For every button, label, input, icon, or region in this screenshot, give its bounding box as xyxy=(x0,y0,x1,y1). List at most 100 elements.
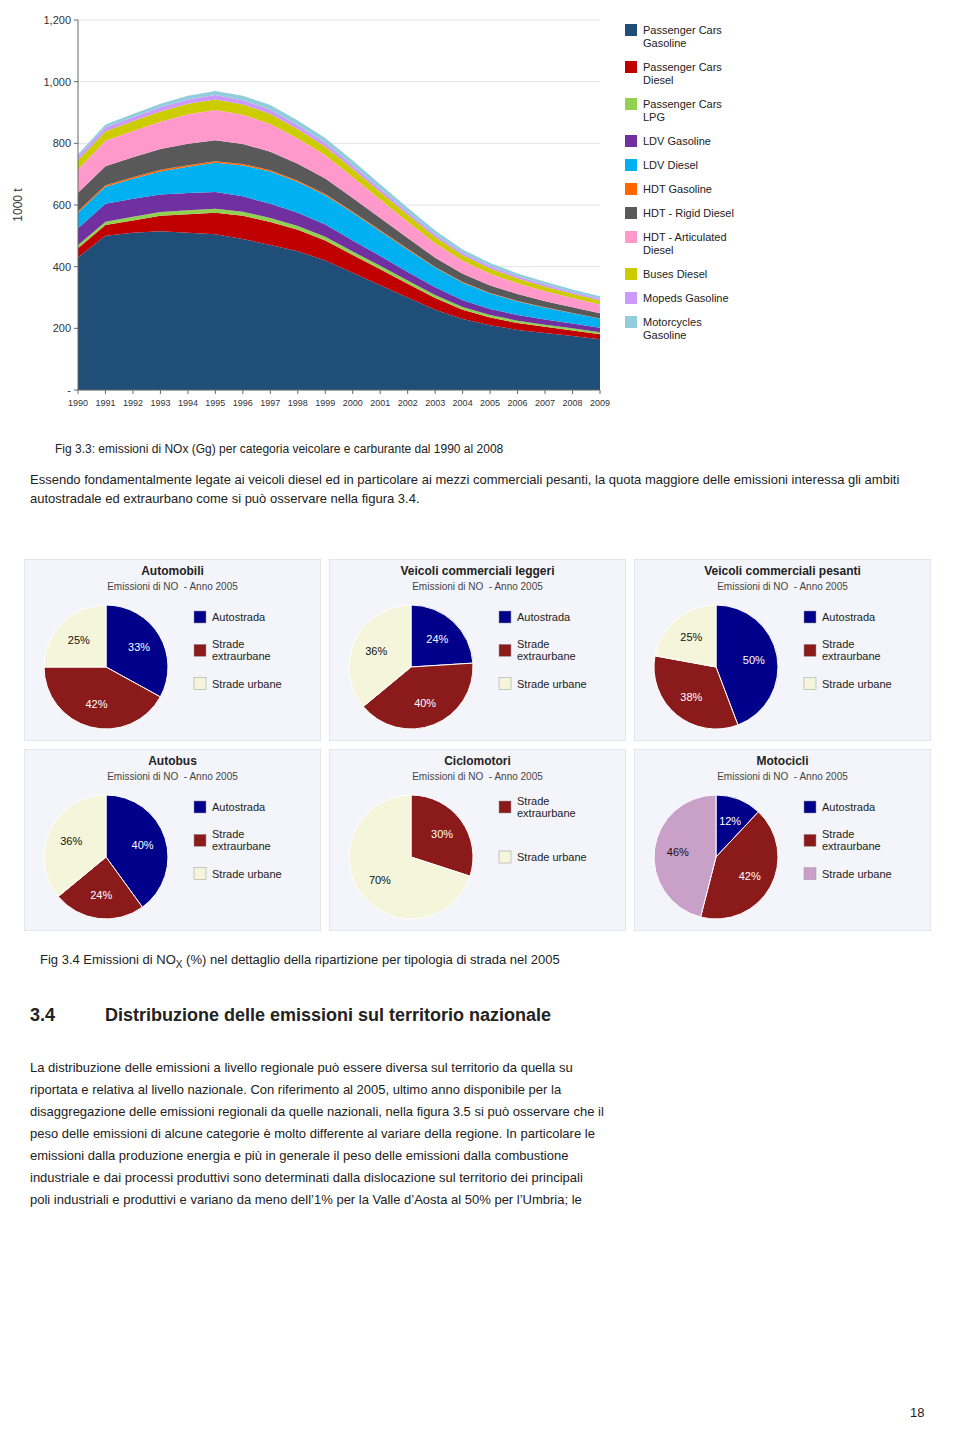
y-tick xyxy=(74,266,78,267)
pie-slice xyxy=(44,605,106,667)
x-tick-label: 2007 xyxy=(535,398,555,408)
legend-swatch xyxy=(499,801,511,813)
legend-swatch xyxy=(499,644,511,656)
pie-slice xyxy=(654,795,716,917)
caption-text: Fig 3.4 Emissioni di NO xyxy=(40,952,176,967)
pie-slice xyxy=(349,605,411,707)
pie-subtitle: Emissioni di NO - Anno 2005 xyxy=(412,771,543,782)
data-label: 70% xyxy=(369,874,391,886)
legend-label: Passenger CarsGasoline xyxy=(643,24,722,49)
text-line: Strade xyxy=(212,638,244,650)
x-tick xyxy=(407,390,408,394)
x-tick-label: 1996 xyxy=(233,398,253,408)
legend-label: HDT - Rigid Diesel xyxy=(643,207,734,219)
slice-labels: 40%24%36% xyxy=(60,835,154,902)
body-line: emissioni dalla produzione energia e più… xyxy=(30,1148,568,1163)
x-axis xyxy=(78,390,600,391)
x-tick xyxy=(325,390,326,394)
pie-slice xyxy=(654,656,738,729)
x-tick-label: 2008 xyxy=(563,398,583,408)
legend-swatch xyxy=(804,644,816,656)
legend-label: Strade urbane xyxy=(822,678,892,690)
pie-title: Ciclomotori xyxy=(444,754,511,768)
legend-label: HDT - ArticulatedDiesel xyxy=(643,231,727,256)
data-label: 12% xyxy=(719,815,741,827)
grid-line xyxy=(78,81,600,82)
body-line: riportata e relativa al livello nazional… xyxy=(30,1082,561,1097)
x-tick-label: 2006 xyxy=(508,398,528,408)
x-tick-label: 2001 xyxy=(370,398,390,408)
x-tick-label: 2000 xyxy=(343,398,363,408)
body-line: peso delle emissioni di alcune categorie… xyxy=(30,1126,595,1141)
y-tick-label: 800 xyxy=(53,137,71,149)
y-tick-label: 1,200 xyxy=(43,14,71,26)
body-line: poli industriali e produttivi e variano … xyxy=(30,1192,582,1207)
text-line: Diesel xyxy=(643,74,674,86)
caption-text: (%) nel dettaglio della ripartizione per… xyxy=(183,952,560,967)
y-tick xyxy=(74,143,78,144)
text-line: Gasoline xyxy=(643,329,686,341)
pie-chart: AutobusEmissioni di NO - Anno 200540%24%… xyxy=(24,749,321,931)
data-label: 24% xyxy=(426,633,448,645)
legend-swatch xyxy=(194,868,206,880)
legend-label: Autostrada xyxy=(822,801,876,813)
legend-label: Strade urbane xyxy=(517,678,587,690)
text-line: Passenger Cars xyxy=(643,24,722,36)
pie-chart: MotocicliEmissioni di NO - Anno 200512%4… xyxy=(634,749,931,931)
pie-slice xyxy=(349,795,470,919)
legend-swatch xyxy=(625,292,637,304)
section-title: Distribuzione delle emissioni sul territ… xyxy=(105,1005,551,1026)
body-line: industriale e dai processi produttivi so… xyxy=(30,1170,583,1185)
area-chart: -2004006008001,0001,20019901991199219931… xyxy=(0,0,960,432)
text-line: Strade xyxy=(517,638,549,650)
y-axis-label: 1000 t xyxy=(11,188,25,222)
caption-subscript: X xyxy=(176,959,183,970)
legend-label: LDV Diesel xyxy=(643,159,698,171)
legend-label: Mopeds Gasoline xyxy=(643,292,729,304)
legend-label: Passenger CarsDiesel xyxy=(643,61,722,86)
pie-subtitle: Emissioni di NO - Anno 2005 xyxy=(717,771,848,782)
legend-label: LDV Gasoline xyxy=(643,135,711,147)
data-label: 42% xyxy=(85,698,107,710)
legend-label: Strade urbane xyxy=(517,851,587,863)
area xyxy=(78,91,600,299)
x-tick-label: 2009 xyxy=(590,398,610,408)
text-line: Strade xyxy=(822,828,854,840)
x-tick-label: 1991 xyxy=(95,398,115,408)
legend-swatch xyxy=(625,316,637,328)
legend-label: Strade urbane xyxy=(212,678,282,690)
legend-swatch xyxy=(804,678,816,690)
data-label: 25% xyxy=(68,634,90,646)
slice-labels: 24%40%36% xyxy=(365,633,448,709)
figure-caption: Fig 3.3: emissioni di NOx (Gg) per categ… xyxy=(55,442,503,456)
x-tick xyxy=(187,390,188,394)
text-line: Gasoline xyxy=(643,37,686,49)
x-tick-label: 1990 xyxy=(68,398,88,408)
pie-panel xyxy=(24,559,321,741)
legend-label: Stradeextraurbane xyxy=(517,795,576,819)
legend-swatch xyxy=(804,834,816,846)
legend-label: Stradeextraurbane xyxy=(517,638,576,662)
area xyxy=(78,95,600,301)
legend-label: Buses Diesel xyxy=(643,268,707,280)
areas xyxy=(78,91,600,390)
slices xyxy=(44,605,168,729)
area xyxy=(78,100,600,305)
legend: AutostradaStradeextraurbaneStrade urbane xyxy=(194,801,282,880)
section-number: 3.4 xyxy=(30,1005,55,1026)
data-label: 25% xyxy=(680,631,702,643)
legend-label: Autostrada xyxy=(212,611,266,623)
legend-swatch xyxy=(499,851,511,863)
data-label: 38% xyxy=(680,691,702,703)
legend-label: HDT Gasoline xyxy=(643,183,712,195)
grid-line xyxy=(78,20,600,21)
legend-label: Strade urbane xyxy=(822,868,892,880)
legend-swatch xyxy=(625,231,637,243)
legend-swatch xyxy=(194,644,206,656)
text-line: extraurbane xyxy=(822,650,881,662)
pie-panel xyxy=(329,559,626,741)
legend-swatch xyxy=(499,678,511,690)
x-tick xyxy=(490,390,491,394)
x-tick-label: 1993 xyxy=(150,398,170,408)
legend-swatch xyxy=(625,61,637,73)
